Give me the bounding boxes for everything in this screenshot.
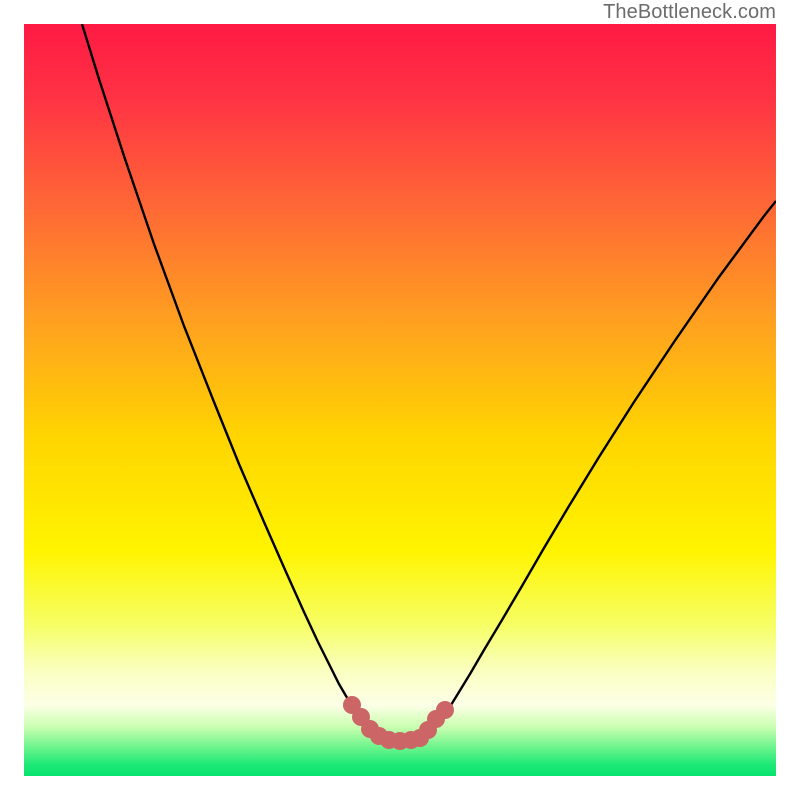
frame-border-left (0, 0, 24, 800)
watermark-text: TheBottleneck.com (603, 1, 776, 24)
frame-border-bottom (0, 776, 800, 800)
chart-svg (24, 24, 776, 776)
chart-plot-area (24, 24, 776, 776)
frame-border-right (776, 0, 800, 800)
optimal-dot (436, 701, 454, 719)
gradient-background (24, 24, 776, 776)
